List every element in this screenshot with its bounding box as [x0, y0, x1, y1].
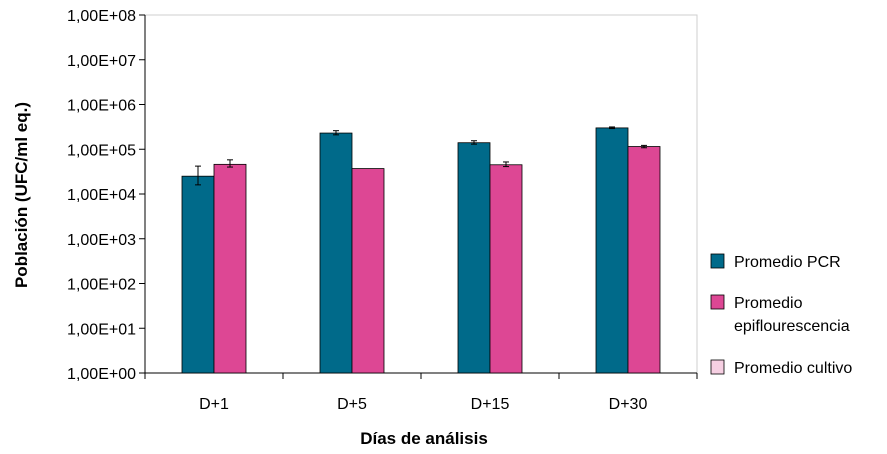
- x-axis-title: Días de análisis: [360, 429, 488, 448]
- bar: [489, 164, 523, 374]
- y-tick-label: 1,00E+03: [67, 232, 136, 249]
- y-tick-label: 1,00E+05: [67, 142, 136, 159]
- legend-swatch: [710, 294, 725, 310]
- x-tick-labels: D+1 D+5 D+15 D+30: [199, 396, 647, 413]
- x-tick-label: D+15: [471, 396, 510, 413]
- legend-swatch: [710, 359, 725, 375]
- y-tick-label: 1,00E+02: [67, 277, 136, 294]
- y-tick-label: 1,00E+04: [67, 187, 136, 204]
- legend-swatch: [710, 253, 725, 269]
- y-tick-label: 1,00E+08: [67, 8, 136, 25]
- y-tick-labels: 1,00E+00 1,00E+01 1,00E+02 1,00E+03 1,00E+04…: [67, 8, 136, 383]
- y-tick-label: 1,00E+01: [67, 321, 136, 338]
- x-tick-label: D+5: [337, 396, 367, 413]
- bar: [319, 132, 353, 374]
- bar: [595, 127, 629, 374]
- plot-area: [139, 14, 698, 379]
- bar: [457, 142, 491, 374]
- y-tick-label: 1,00E+06: [67, 98, 136, 115]
- x-tick-label: D+30: [609, 396, 648, 413]
- legend-label: Promedio PCR: [734, 254, 841, 271]
- legend-label: Promedio cultivo: [734, 360, 852, 377]
- bar: [213, 163, 247, 374]
- legend-label-line: Promedio: [734, 295, 803, 312]
- y-axis-title: Población (UFC/ml eq.): [12, 102, 31, 288]
- bar: [627, 146, 661, 374]
- y-tick-label: 1,00E+07: [67, 53, 136, 70]
- y-tick-label: 1,00E+00: [67, 366, 136, 383]
- bar: [181, 175, 215, 374]
- bar: [351, 168, 385, 374]
- x-tick-label: D+1: [199, 396, 229, 413]
- legend-label-line: epiflourescencia: [734, 318, 850, 335]
- legend-label: Promedio epiflourescencia: [734, 295, 850, 335]
